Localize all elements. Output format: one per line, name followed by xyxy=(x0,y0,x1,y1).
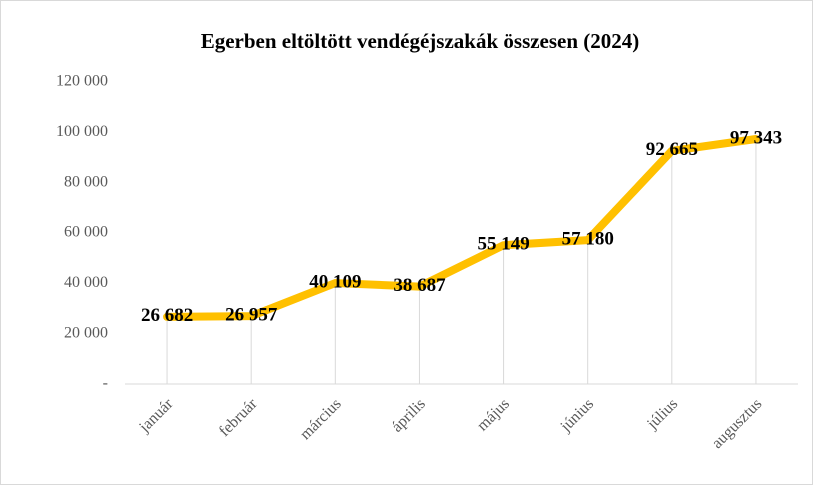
line xyxy=(163,135,760,321)
data-label: 40 109 xyxy=(309,271,361,292)
data-label: 97 343 xyxy=(730,127,782,148)
data-label: 92 665 xyxy=(646,139,698,160)
y-tick-label: - xyxy=(103,375,108,392)
chart-title: Egerben eltöltött vendégéjszakák összese… xyxy=(201,29,640,53)
data-label: 57 180 xyxy=(562,228,614,249)
y-tick-label: 120 000 xyxy=(56,73,108,90)
data-label: 55 149 xyxy=(477,234,529,255)
y-tick-label: 40 000 xyxy=(64,274,108,291)
y-tick-label: 100 000 xyxy=(56,123,108,140)
data-label: 38 687 xyxy=(393,275,446,296)
data-label: 26 957 xyxy=(225,305,278,326)
y-tick-label: 80 000 xyxy=(64,173,108,190)
data-label: 26 682 xyxy=(141,305,193,326)
y-tick-label: 60 000 xyxy=(64,224,108,241)
y-tick-label: 20 000 xyxy=(64,324,108,341)
